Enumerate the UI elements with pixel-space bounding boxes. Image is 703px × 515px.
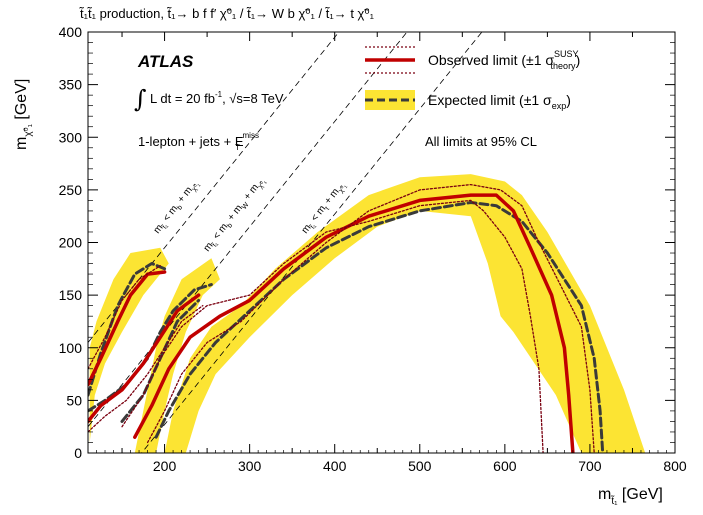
selection-label: 1-lepton + jets + Emiss T <box>138 131 259 152</box>
kinematic-line-0 <box>88 32 340 343</box>
cl-label: All limits at 95% CL <box>425 134 537 149</box>
observed-theory-line-0 <box>88 265 161 370</box>
kinematic-label-1: mt̃₁ < mb + mW + mχ̃⁰₁ <box>202 175 269 255</box>
integral-sign: ∫ <box>134 85 147 113</box>
y-tick-label-3: 150 <box>59 287 83 303</box>
x-tick-label-4: 600 <box>493 458 517 474</box>
y-tick-label-1: 50 <box>66 392 82 408</box>
expected-limit-line-3 <box>154 201 605 453</box>
x-tick-label-2: 400 <box>323 458 347 474</box>
observed-limit-line-1 <box>88 293 201 424</box>
y-tick-label-2: 100 <box>59 340 83 356</box>
observed-theory-line-1 <box>88 304 204 433</box>
x-tick-label-5: 700 <box>578 458 602 474</box>
observed-limit-line-0 <box>88 270 167 387</box>
y-tick-label-6: 300 <box>59 129 83 145</box>
legend: Observed limit (±1 σSUSY theory) Expected… <box>365 46 580 111</box>
legend-item-expected: Expected limit (±1 σexp) <box>365 90 571 111</box>
observed-theory-line-3 <box>121 199 544 453</box>
y-tick-label-4: 200 <box>59 235 83 251</box>
y-tick-label-5: 250 <box>59 182 83 198</box>
y-tick-label-8: 400 <box>59 24 83 40</box>
svg-text:Expected limit (±1 σexp): Expected limit (±1 σexp) <box>428 92 571 111</box>
x-tick-label-1: 300 <box>238 458 262 474</box>
x-tick-label-0: 200 <box>153 458 177 474</box>
experiment-label: ATLAS <box>137 52 194 71</box>
expected-band-region-0 <box>89 247 169 443</box>
y-tick-label-0: 0 <box>74 445 82 461</box>
expected-band-region-2 <box>164 174 646 453</box>
legend-item-observed: Observed limit (±1 σSUSY theory) <box>365 46 580 74</box>
x-axis-label: mt̃₁ [GeV] <box>598 486 663 507</box>
plot-area <box>88 32 646 453</box>
x-tick-label-6: 800 <box>663 458 687 474</box>
y-tick-label-7: 350 <box>59 77 83 93</box>
observed-theory-line-2 <box>146 183 595 453</box>
x-tick-label-3: 500 <box>408 458 432 474</box>
y-axis-label: mχ̃⁰₁ [GeV] <box>13 79 34 150</box>
chart-title: t̃₁t̃₁ production, t̃₁→ b f f′ χ̃⁰₁ / t̃… <box>79 6 375 21</box>
luminosity-label: L dt = 20 fb-1, √s=8 TeV <box>150 90 284 106</box>
observed-limit-line-2 <box>133 193 575 453</box>
kinematic-line-2 <box>141 32 483 453</box>
kinematic-label-0: mt̃₁ < mb + mχ̃⁰₁ <box>152 177 203 237</box>
